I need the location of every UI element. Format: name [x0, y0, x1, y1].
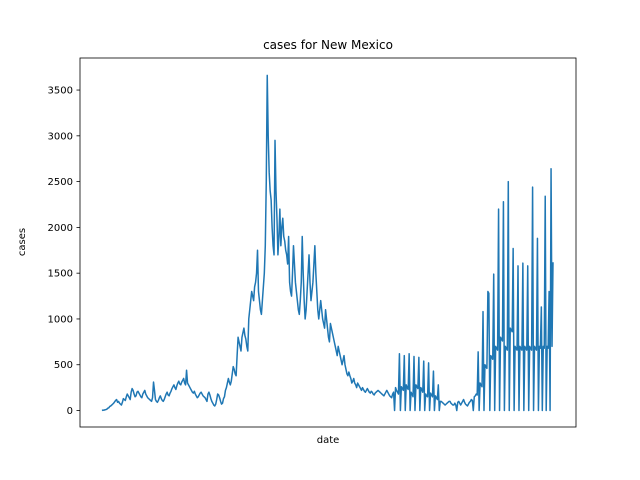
plot-area — [79, 57, 577, 428]
y-tick-label: 1000 — [48, 314, 73, 325]
y-tick-label: 3000 — [48, 131, 73, 142]
y-tick-label: 500 — [54, 360, 73, 371]
plot-frame — [79, 57, 577, 428]
y-tick-label: 3500 — [48, 86, 73, 97]
y-tick-label: 2500 — [48, 177, 73, 188]
x-axis-label: date — [317, 435, 340, 446]
y-tick-label: 0 — [67, 406, 73, 417]
chart-title: cases for New Mexico — [263, 38, 393, 52]
y-axis: 0 500 1000 1500 2000 2500 3000 3500 — [48, 86, 80, 417]
y-tick-label: 1500 — [48, 269, 73, 280]
series-line — [101, 74, 554, 412]
y-axis-label: cases — [17, 228, 28, 256]
y-tick-label: 2000 — [48, 223, 73, 234]
series-group — [101, 74, 554, 412]
